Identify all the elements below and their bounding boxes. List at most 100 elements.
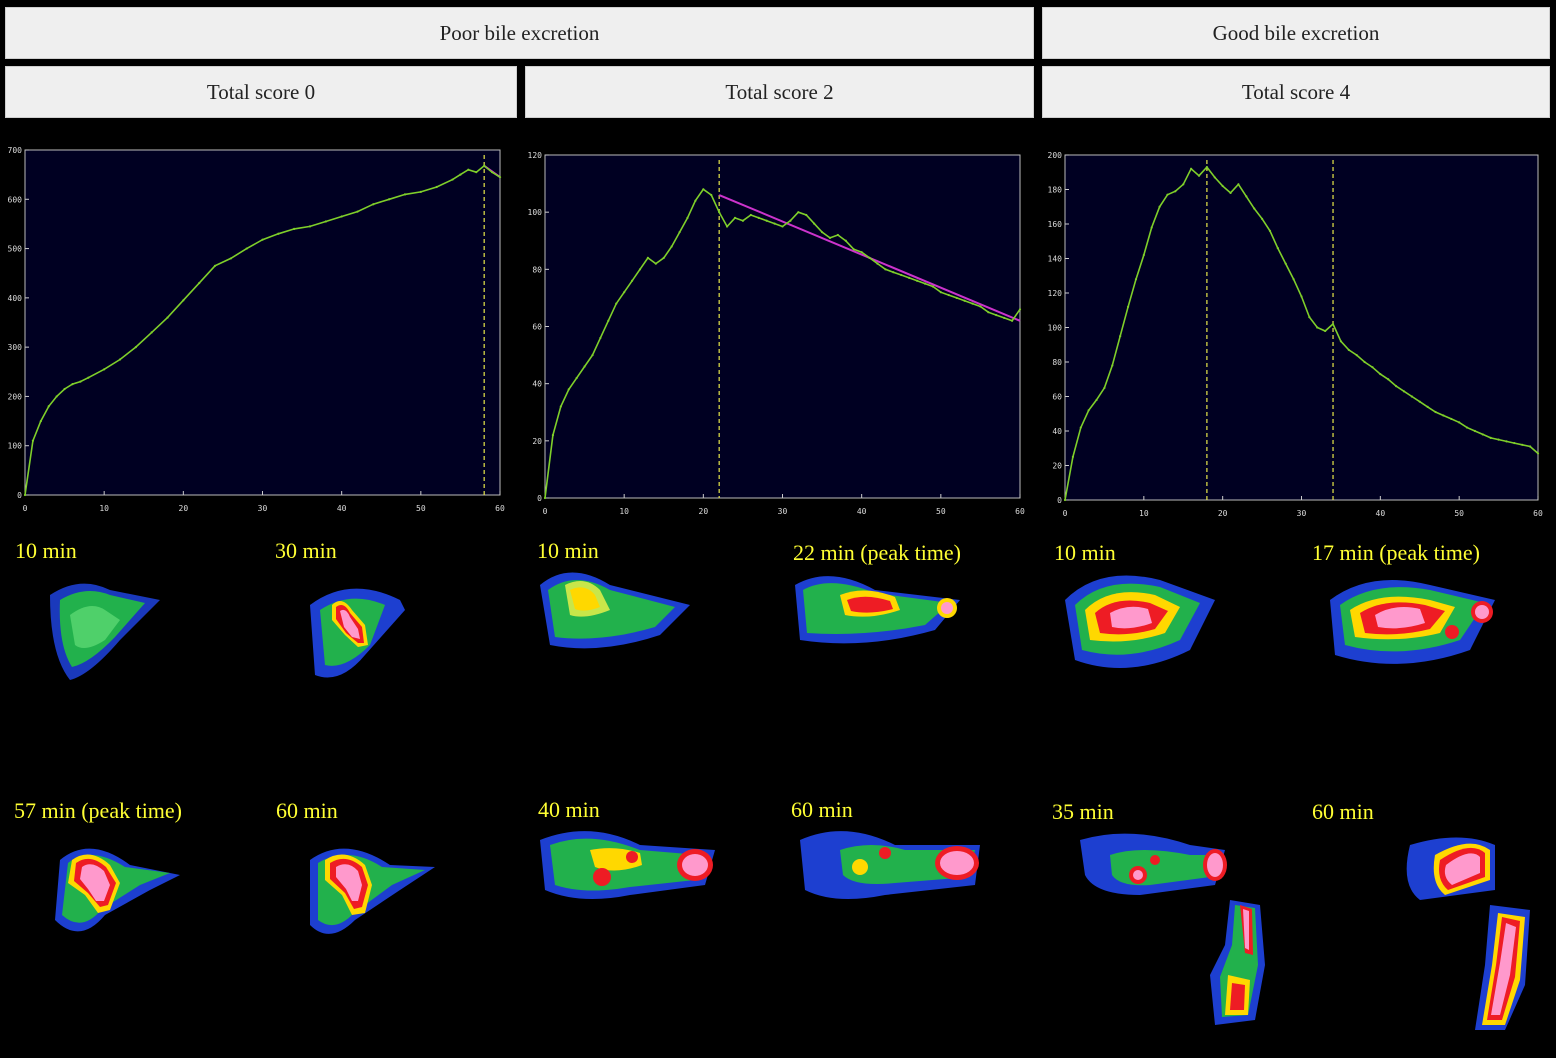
curve-point [551,434,555,437]
curve-point [1331,322,1335,326]
curve-point [1268,229,1272,232]
x-tick-label: 30 [258,504,268,513]
curve-point [995,313,998,317]
curve-point [623,291,626,294]
curve-point [1166,193,1169,196]
curve-point [860,251,863,254]
curve-point [467,168,470,171]
curve-point [868,256,871,259]
curve-point [559,405,562,408]
curve-point [47,405,50,408]
curve-point [103,368,106,371]
score-2-header: Total score 2 [525,66,1034,118]
y-tick-label: 200 [8,392,23,401]
curve-point [1402,390,1406,393]
curve-point [1276,247,1279,250]
plot-area [1064,154,1539,501]
x-tick-label: 10 [619,507,629,516]
curve-point [1253,207,1256,210]
y-tick-label: 80 [1052,358,1062,367]
y-tick-label: 40 [1052,427,1062,436]
curve-point [150,331,153,334]
curve-point [1158,205,1161,208]
curve-point [1229,191,1232,195]
chart-score-0: 0 100 200 300 400 500 600 700 0 10 20 30 40 50 60 [0,140,515,525]
y-tick-label: 0 [537,494,542,503]
x-tick-label: 40 [337,504,347,513]
curve-point [1245,195,1248,198]
x-tick-label: 60 [495,504,505,513]
curve-point [805,213,808,217]
curve-point [1087,409,1090,412]
plot-area [24,149,501,496]
curve-point [1450,417,1453,421]
scan-score0-10min [10,545,250,775]
x-tick-label: 60 [1533,509,1543,518]
curve-point [198,281,201,285]
y-tick-label: 20 [532,437,542,446]
curve-point [892,271,895,274]
curve-point [1292,278,1295,281]
curve-point [725,225,729,228]
x-tick-label: 0 [23,504,28,513]
curve-point [308,225,312,228]
y-tick-label: 60 [1052,393,1062,402]
curve-point [419,190,422,193]
curve-point [372,203,375,206]
curve-point [1481,433,1484,436]
curve-point [1324,329,1327,333]
curve-point [599,336,602,340]
scan-score2-60min [785,805,1025,1045]
curve-point [356,210,359,213]
x-tick-label: 0 [1063,509,1068,518]
curve-point [1442,414,1445,417]
good-excretion-header: Good bile excretion [1042,7,1550,59]
scan-score0-30min [270,545,510,775]
curve-point [1111,364,1114,367]
y-tick-label: 0 [17,491,22,500]
curve-point [1103,386,1106,389]
curve-point [1363,360,1366,364]
curve-point [844,239,847,242]
curve-point [765,219,768,222]
curve-point [1473,429,1477,433]
curve-point [607,319,610,322]
curve-point [1079,426,1082,429]
curve-point [324,220,327,223]
scan-score2-40min [530,805,770,1045]
curve-point [1260,217,1264,220]
curve-point [1347,348,1350,352]
curve-point [749,213,752,217]
scan-caption-score4-35min: 35 min [1052,799,1114,824]
x-tick-label: 20 [179,504,189,513]
scan-caption-score2-60min: 60 min [791,797,853,822]
x-tick-label: 20 [1218,509,1228,518]
curve-point [134,346,137,349]
curve-point [1536,452,1540,455]
score-0-header: Total score 0 [5,66,517,118]
curve-point [630,279,634,282]
y-tick-label: 100 [528,208,543,217]
curve-point [789,219,792,222]
scan-caption-score0-57min: 57 min (peak time) [14,798,183,823]
x-tick-label: 50 [416,504,426,513]
curve-point [971,302,974,305]
y-tick-label: 100 [8,442,23,451]
curve-point [884,268,887,271]
x-tick-label: 30 [1297,509,1307,518]
curve-point [1418,400,1421,403]
curve-point [403,193,407,196]
scan-score4-17min [1320,545,1555,775]
x-tick-label: 20 [699,507,709,516]
curve-point [388,198,391,201]
curve-point [733,216,737,219]
curve-point [1521,443,1524,446]
curve-point [459,173,462,176]
curve-point [1197,174,1201,177]
curve-point [31,439,35,442]
chart-score-2: 0 20 40 60 80 100 120 0 10 20 30 40 50 60 [520,140,1035,525]
curve-point [1190,167,1193,170]
curve-point [498,176,502,179]
curve-point [543,496,547,500]
y-tick-label: 40 [532,380,542,389]
